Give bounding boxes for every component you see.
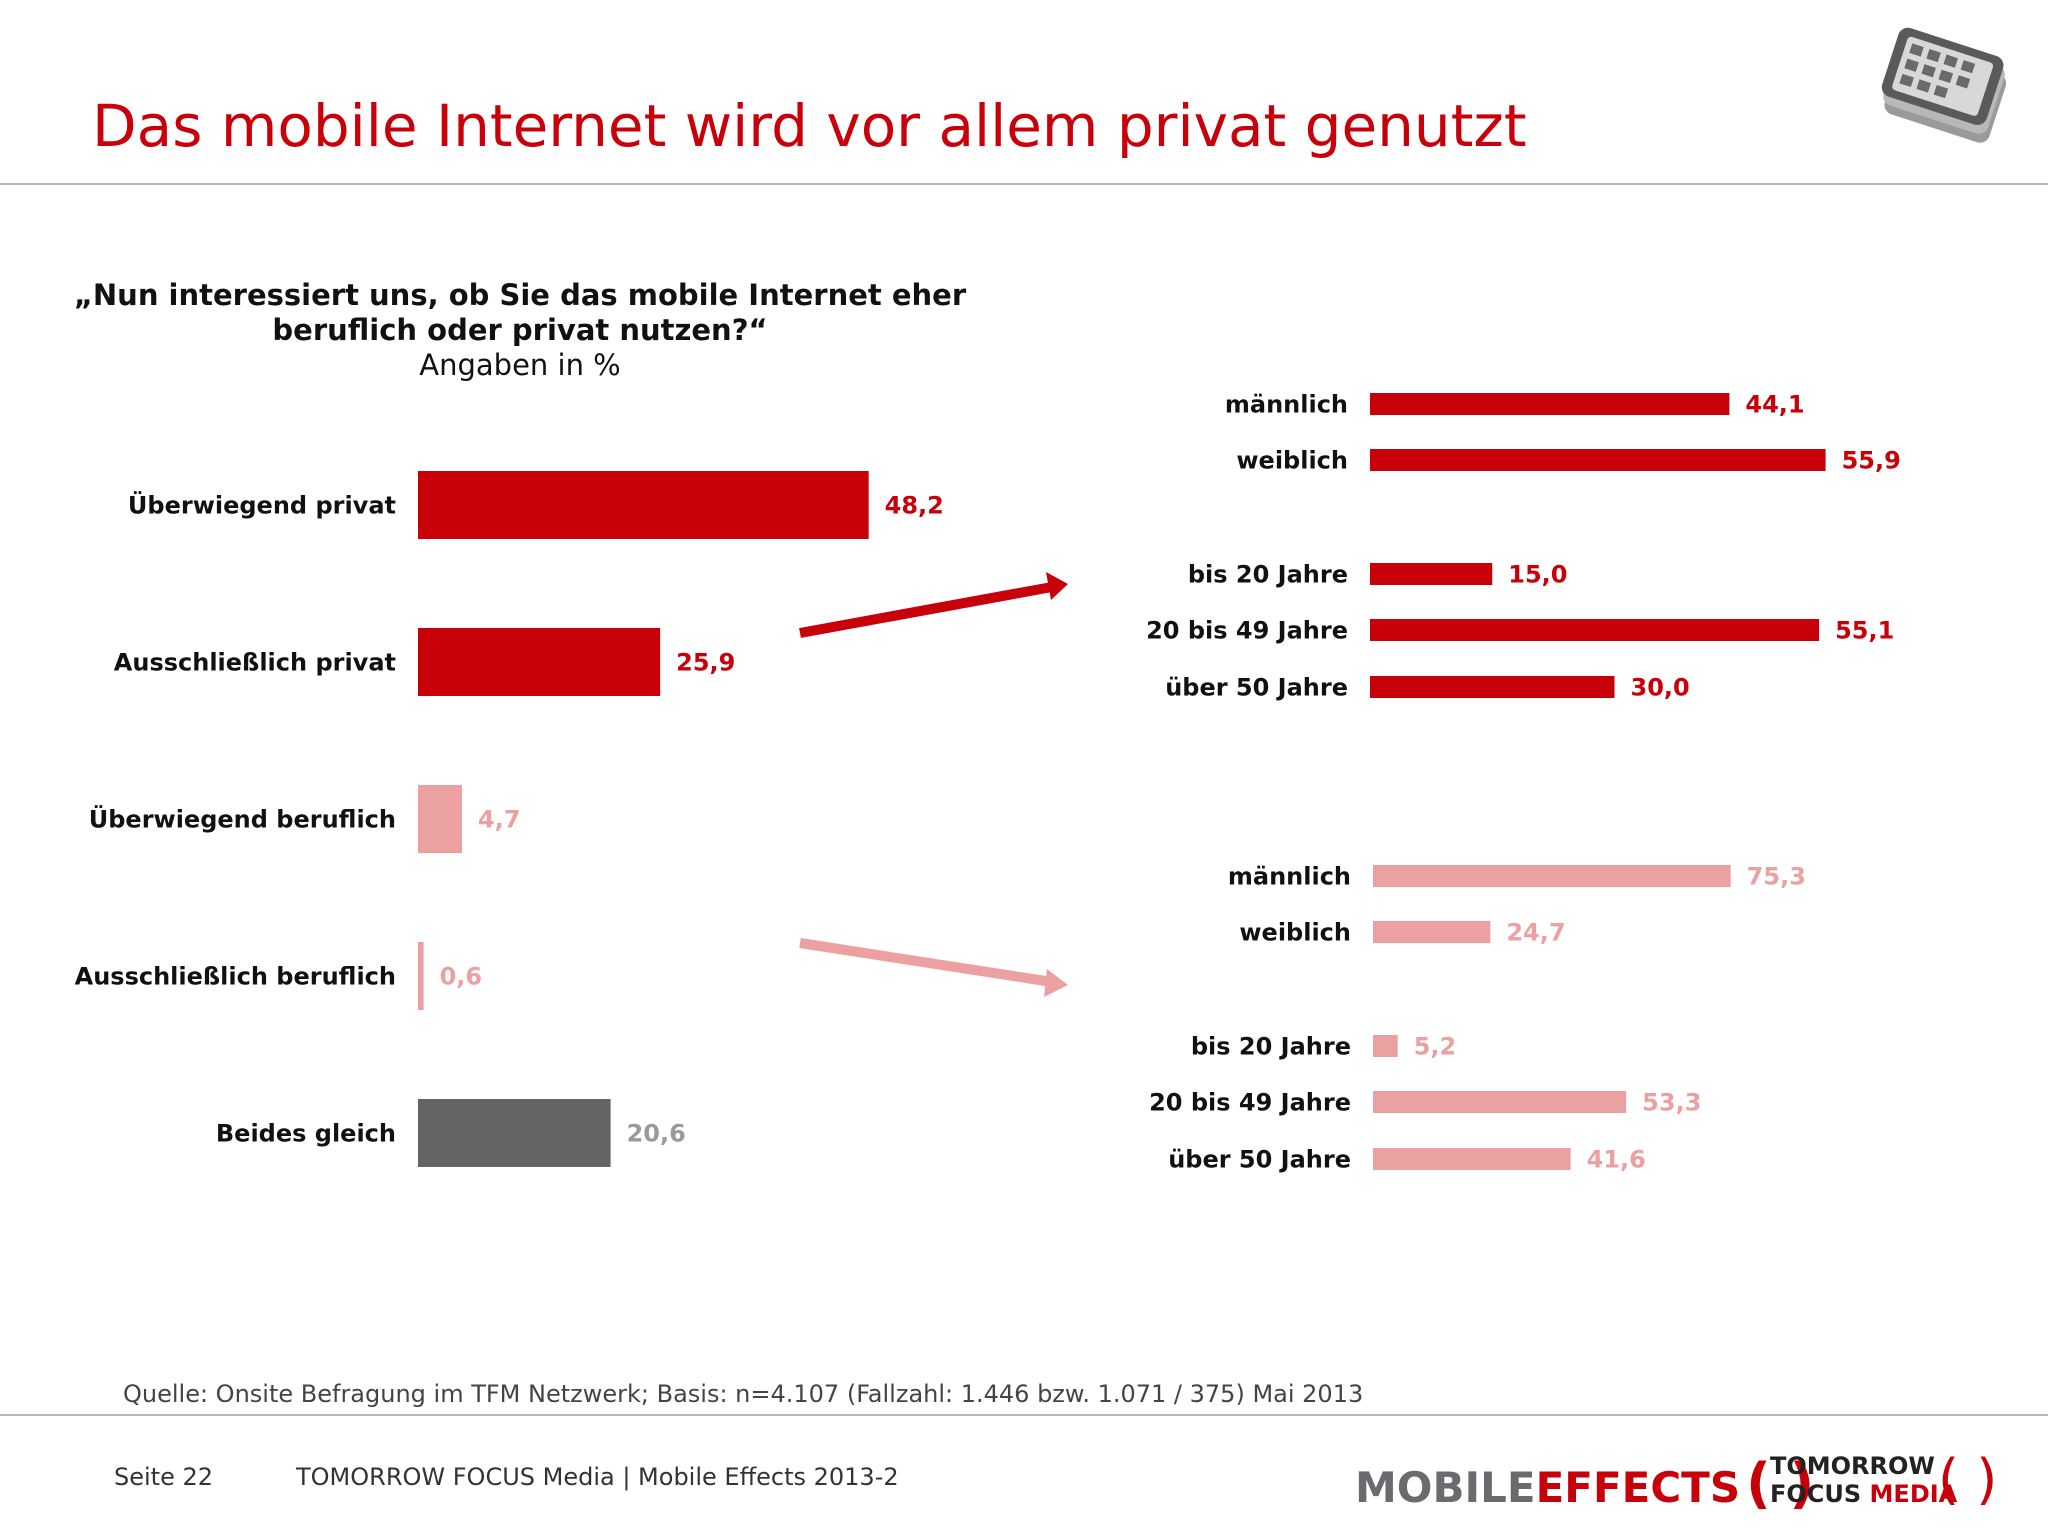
bar — [1370, 619, 1820, 641]
page-number: Seite 22 — [114, 1463, 214, 1491]
data-label: 15,0 — [1508, 561, 1567, 589]
bar — [1370, 676, 1615, 698]
logo-tfm-line-1: TOMORROW — [1770, 1452, 1935, 1480]
category-label: Beides gleich — [216, 1120, 396, 1148]
arrow-icon — [799, 938, 1053, 987]
category-label: Überwiegend privat — [128, 490, 396, 520]
category-label: über 50 Jahre — [1165, 674, 1348, 702]
bar — [418, 628, 661, 696]
data-label: 48,2 — [885, 492, 944, 520]
category-label: Ausschließlich privat — [114, 649, 396, 677]
header-divider — [0, 183, 2048, 185]
mobile-effects-logo: MOBILEEFFECTS( ) — [1355, 1452, 1814, 1515]
data-label: 41,6 — [1587, 1146, 1646, 1174]
data-label: 0,6 — [440, 963, 483, 991]
arrow-head-icon — [1044, 969, 1068, 997]
main-bar-chart: Überwiegend privat 48,2 Ausschließlich pri… — [75, 471, 944, 1167]
units-label: Angaben in % — [419, 348, 621, 382]
question-line-2: beruflich oder privat nutzen?“ — [272, 313, 768, 347]
bar — [1373, 865, 1731, 887]
bar — [1370, 393, 1730, 415]
category-label: über 50 Jahre — [1168, 1146, 1351, 1174]
logo-tfm-media: MEDIA — [1869, 1480, 1958, 1508]
data-label: 75,3 — [1747, 863, 1806, 891]
category-label: bis 20 Jahre — [1191, 1033, 1351, 1061]
footer-company: TOMORROW FOCUS Media | Mobile Effects 20… — [296, 1463, 899, 1491]
category-label: weiblich — [1236, 447, 1348, 475]
footer-divider — [0, 1414, 2048, 1416]
arrow-icon — [799, 582, 1053, 638]
survey-question: „Nun interessiert uns, ob Sie das mobile… — [60, 278, 980, 348]
beruflich-breakdown-chart: männlich 75,3 weiblich 24,7 bis 20 Jahre 5,2 2… — [1149, 863, 1806, 1174]
data-label: 53,3 — [1642, 1089, 1701, 1117]
data-label: 5,2 — [1414, 1033, 1457, 1061]
bar — [1373, 921, 1491, 943]
tfm-logo-mark: ( ) — [1938, 1448, 1998, 1511]
bar — [418, 471, 869, 539]
logo-tfm-focus: FOCUS — [1770, 1480, 1862, 1508]
data-label: 55,9 — [1842, 447, 1901, 475]
question-line-1: „Nun interessiert uns, ob Sie das mobile… — [73, 278, 967, 312]
data-label: 44,1 — [1745, 391, 1804, 419]
bar — [418, 1099, 611, 1167]
bar — [418, 942, 424, 1010]
bar — [1370, 563, 1493, 585]
data-label: 25,9 — [676, 649, 735, 677]
logo-word-effects: EFFECTS — [1535, 1463, 1741, 1512]
category-label: männlich — [1228, 863, 1351, 891]
data-label: 4,7 — [478, 806, 521, 834]
smartphone-stack-icon — [1881, 27, 2007, 143]
category-label: Überwiegend beruflich — [89, 804, 396, 834]
category-label: bis 20 Jahre — [1188, 561, 1348, 589]
bar — [1370, 449, 1826, 471]
bar — [418, 785, 462, 853]
data-label: 55,1 — [1835, 617, 1894, 645]
tomorrow-focus-media-logo: TOMORROW FOCUS MEDIA — [1770, 1452, 1957, 1508]
category-label: männlich — [1225, 391, 1348, 419]
category-label: 20 bis 49 Jahre — [1146, 617, 1348, 645]
arrow-head-icon — [1046, 572, 1068, 600]
page-title: Das mobile Internet wird vor allem priva… — [92, 92, 1527, 160]
category-label: Ausschließlich beruflich — [75, 963, 396, 991]
privat-breakdown-chart: männlich 44,1 weiblich 55,9 bis 20 Jahre 15,0… — [1146, 391, 1901, 702]
logo-word-mobile: MOBILE — [1355, 1463, 1536, 1512]
bar — [1373, 1035, 1398, 1057]
source-note: Quelle: Onsite Befragung im TFM Netzwerk… — [123, 1380, 1364, 1408]
category-label: weiblich — [1239, 919, 1351, 947]
data-label: 24,7 — [1506, 919, 1565, 947]
data-label: 20,6 — [627, 1120, 686, 1148]
bar — [1373, 1091, 1627, 1113]
category-label: 20 bis 49 Jahre — [1149, 1089, 1351, 1117]
connector-arrows — [799, 572, 1068, 997]
logo-mark: ( ) — [1746, 1452, 1815, 1515]
bar — [1373, 1148, 1571, 1170]
data-label: 30,0 — [1631, 674, 1690, 702]
